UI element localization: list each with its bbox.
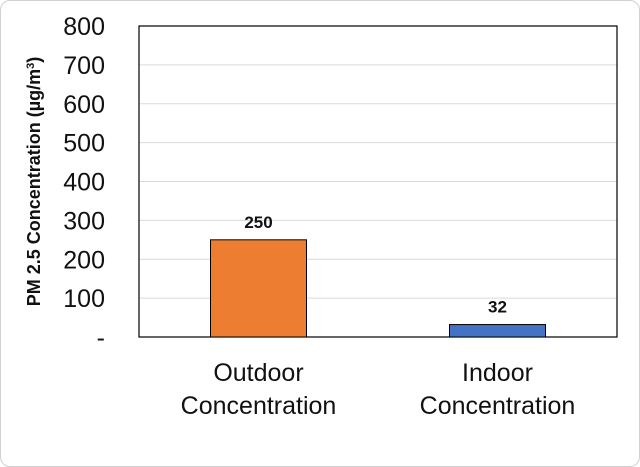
y-tick-label: 600: [63, 91, 105, 119]
data-label: 32: [488, 298, 507, 317]
y-tick-label: 700: [63, 52, 105, 80]
y-tick-label: 200: [63, 246, 105, 274]
y-tick-label: 500: [63, 130, 105, 158]
category-label: Outdoor Concentration: [181, 359, 337, 420]
y-axis-label: PM 2.5 Concentration (µg/m3): [24, 57, 44, 307]
y-tick-label: 300: [63, 207, 105, 235]
category-label: Indoor Concentration: [420, 359, 576, 420]
x-axis-categories: Outdoor Concentration Indoor Concentration: [181, 359, 576, 420]
y-tick-label: -: [97, 324, 105, 352]
y-tick-label: 400: [63, 169, 105, 197]
y-axis-ticks: - 100 200 300 400 500 600 700 800: [63, 13, 105, 352]
y-tick-label: 100: [63, 285, 105, 313]
bar-2: [449, 324, 546, 338]
data-label: 250: [244, 213, 272, 232]
y-tick-label: 800: [63, 13, 105, 41]
bars: [210, 239, 546, 338]
data-labels: 250 32: [244, 213, 507, 317]
plot-area: [138, 25, 618, 338]
bar-1: [210, 239, 307, 338]
